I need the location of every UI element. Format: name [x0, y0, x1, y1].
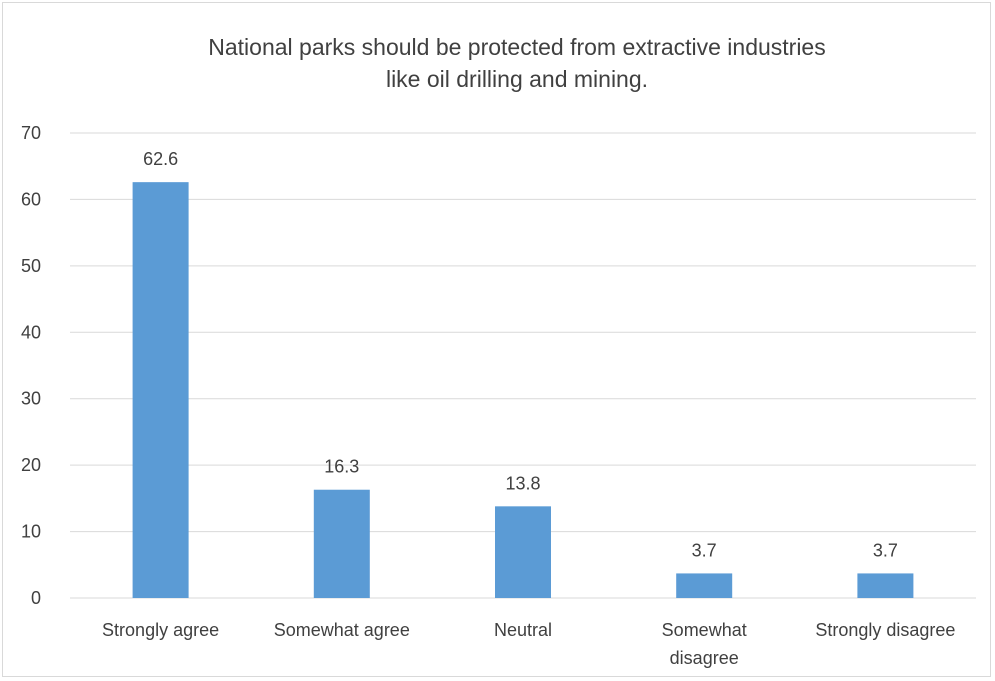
gridlines [70, 132, 976, 599]
x-axis-categories: Strongly agree Somewhat agree Neutral Somew… [102, 620, 955, 668]
y-tick-label-10: 10 [21, 522, 41, 542]
y-axis-ticks: 0 10 20 30 40 50 60 70 [21, 123, 41, 608]
category-label-4: Somewhat disagree [662, 620, 747, 668]
data-label-5: 3.7 [873, 540, 898, 560]
chart-title-line-2: like oil drilling and mining. [386, 66, 648, 92]
bar-1 [132, 182, 189, 598]
bars [132, 182, 914, 598]
y-tick-label-30: 30 [21, 389, 41, 409]
bar-3 [495, 506, 551, 598]
y-tick-label-60: 60 [21, 189, 41, 209]
data-labels: 62.6 16.3 13.8 3.7 3.7 [143, 149, 898, 560]
chart-title: National parks should be protected from … [208, 34, 825, 92]
bar-chart: National parks should be protected from … [21, 34, 976, 668]
data-label-1: 62.6 [143, 149, 178, 169]
category-label-5: Strongly disagree [815, 620, 955, 640]
y-tick-label-50: 50 [21, 256, 41, 276]
data-label-3: 13.8 [505, 473, 540, 493]
category-label-3: Neutral [494, 620, 552, 640]
category-label-1: Strongly agree [102, 620, 219, 640]
bar-2 [313, 489, 370, 598]
chart-title-line-1: National parks should be protected from … [208, 34, 825, 60]
category-label-2: Somewhat agree [274, 620, 410, 640]
bar-4 [676, 573, 733, 598]
y-tick-label-0: 0 [31, 588, 41, 608]
data-label-4: 3.7 [692, 540, 717, 560]
data-label-2: 16.3 [324, 457, 359, 477]
bar-5 [857, 573, 914, 598]
y-tick-label-20: 20 [21, 455, 41, 475]
y-tick-label-70: 70 [21, 123, 41, 143]
y-tick-label-40: 40 [21, 322, 41, 342]
